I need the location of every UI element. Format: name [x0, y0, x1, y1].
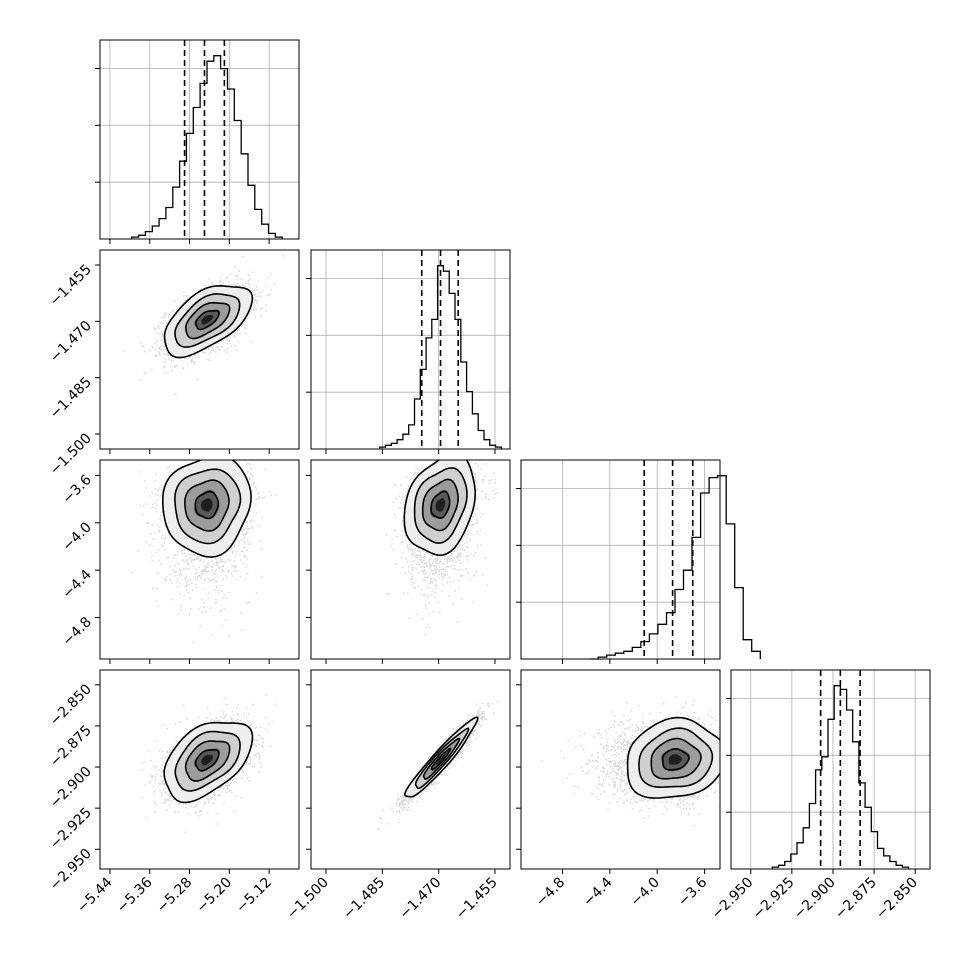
panel-content [140, 694, 276, 834]
contour-line [422, 737, 461, 780]
panel-frame [310, 669, 511, 870]
contour-line [403, 716, 479, 798]
contour-line [162, 460, 252, 558]
hist-panel-3 [516, 459, 761, 660]
scatter-panel-2-1 [99, 249, 300, 450]
contour-line [650, 737, 702, 780]
y-tick-label: −1.455 [47, 262, 95, 310]
y-tick-label: −3.6 [59, 472, 94, 507]
panel-frame [310, 249, 511, 450]
scatter-panel-4-1 [99, 669, 300, 870]
contour-line [403, 460, 477, 557]
x-tick-label: −3.6 [675, 874, 710, 909]
y-tick-label: −4.8 [59, 614, 94, 649]
contour-line [163, 284, 254, 359]
panel-frame [99, 459, 300, 660]
panel-frame [520, 669, 721, 870]
y-tick-label: −4.4 [59, 567, 94, 602]
x-tick-label: −1.470 [397, 875, 445, 923]
panel-content [540, 696, 720, 827]
histogram-step [589, 475, 761, 660]
contour-line [421, 478, 459, 532]
x-tick-label: −2.925 [750, 875, 798, 923]
x-tick-label: −2.900 [791, 875, 839, 923]
scatter-panel-3-2 [310, 459, 511, 660]
contour-line [638, 727, 714, 789]
y-tick-label: −1.500 [47, 430, 95, 478]
contour-line [194, 310, 220, 331]
panel-frame [99, 669, 300, 870]
hist-panel-4 [726, 669, 931, 870]
y-tick-label: −1.470 [47, 318, 95, 366]
hist-panel-2 [306, 249, 511, 450]
x-tick-label: −5.28 [154, 875, 196, 917]
hist-panel-1 [95, 39, 300, 240]
contour-line [174, 468, 242, 545]
x-tick-label: −4.8 [533, 875, 568, 910]
panel-content [131, 460, 277, 643]
contour-line [194, 749, 220, 772]
contour-line [194, 490, 220, 520]
density-level [201, 498, 213, 512]
y-tick-label: −1.485 [47, 374, 95, 422]
contour-line [163, 721, 254, 804]
x-tick-label: −2.875 [832, 875, 880, 923]
x-tick-label: −4.4 [580, 874, 615, 909]
x-tick-label: −5.20 [194, 875, 236, 917]
y-tick-label: −2.900 [47, 764, 95, 812]
x-tick-label: −5.12 [233, 875, 275, 917]
histogram-step [771, 685, 910, 869]
panel-content [122, 255, 285, 395]
density-level [201, 315, 214, 325]
histogram-step [131, 55, 283, 239]
x-tick-label: −1.455 [453, 875, 501, 923]
y-tick-label: −2.850 [47, 681, 95, 729]
contour-line [626, 716, 720, 799]
density-level [436, 754, 446, 765]
contour-line [184, 740, 231, 782]
contour-line [430, 490, 451, 520]
scatter-panel-4-3 [520, 669, 721, 870]
x-tick-label: −4.0 [628, 875, 663, 910]
x-tick-label: −1.485 [340, 875, 388, 923]
panel-content [385, 460, 498, 636]
contour-line [174, 293, 241, 348]
x-tick-label: −5.36 [114, 874, 156, 916]
contour-line [661, 747, 690, 771]
contour-line [413, 467, 468, 544]
x-tick-label: −2.850 [873, 875, 921, 923]
panel-content [377, 701, 499, 830]
scatter-panel-4-2 [310, 669, 511, 870]
scatter-panel-3-1 [99, 459, 300, 660]
x-tick-label: −2.950 [709, 875, 757, 923]
density-level [201, 754, 213, 766]
panel-frame [730, 669, 931, 870]
contour-line [184, 479, 230, 532]
contour-line [184, 301, 231, 340]
contour-line [174, 730, 241, 792]
panel-frame [310, 459, 511, 660]
panel-frame [99, 249, 300, 450]
contour-line [414, 727, 470, 790]
y-tick-label: −2.875 [47, 722, 95, 770]
panel-frame [520, 459, 721, 660]
y-tick-label: −2.925 [47, 805, 95, 853]
x-tick-label: −1.500 [284, 875, 332, 923]
panel-frame [99, 39, 300, 240]
y-tick-label: −2.950 [47, 846, 95, 894]
y-tick-label: −4.0 [59, 519, 94, 554]
x-tick-label: −5.44 [74, 874, 116, 916]
contour-line [430, 747, 452, 771]
density-level [668, 754, 682, 765]
density-level [435, 498, 446, 512]
